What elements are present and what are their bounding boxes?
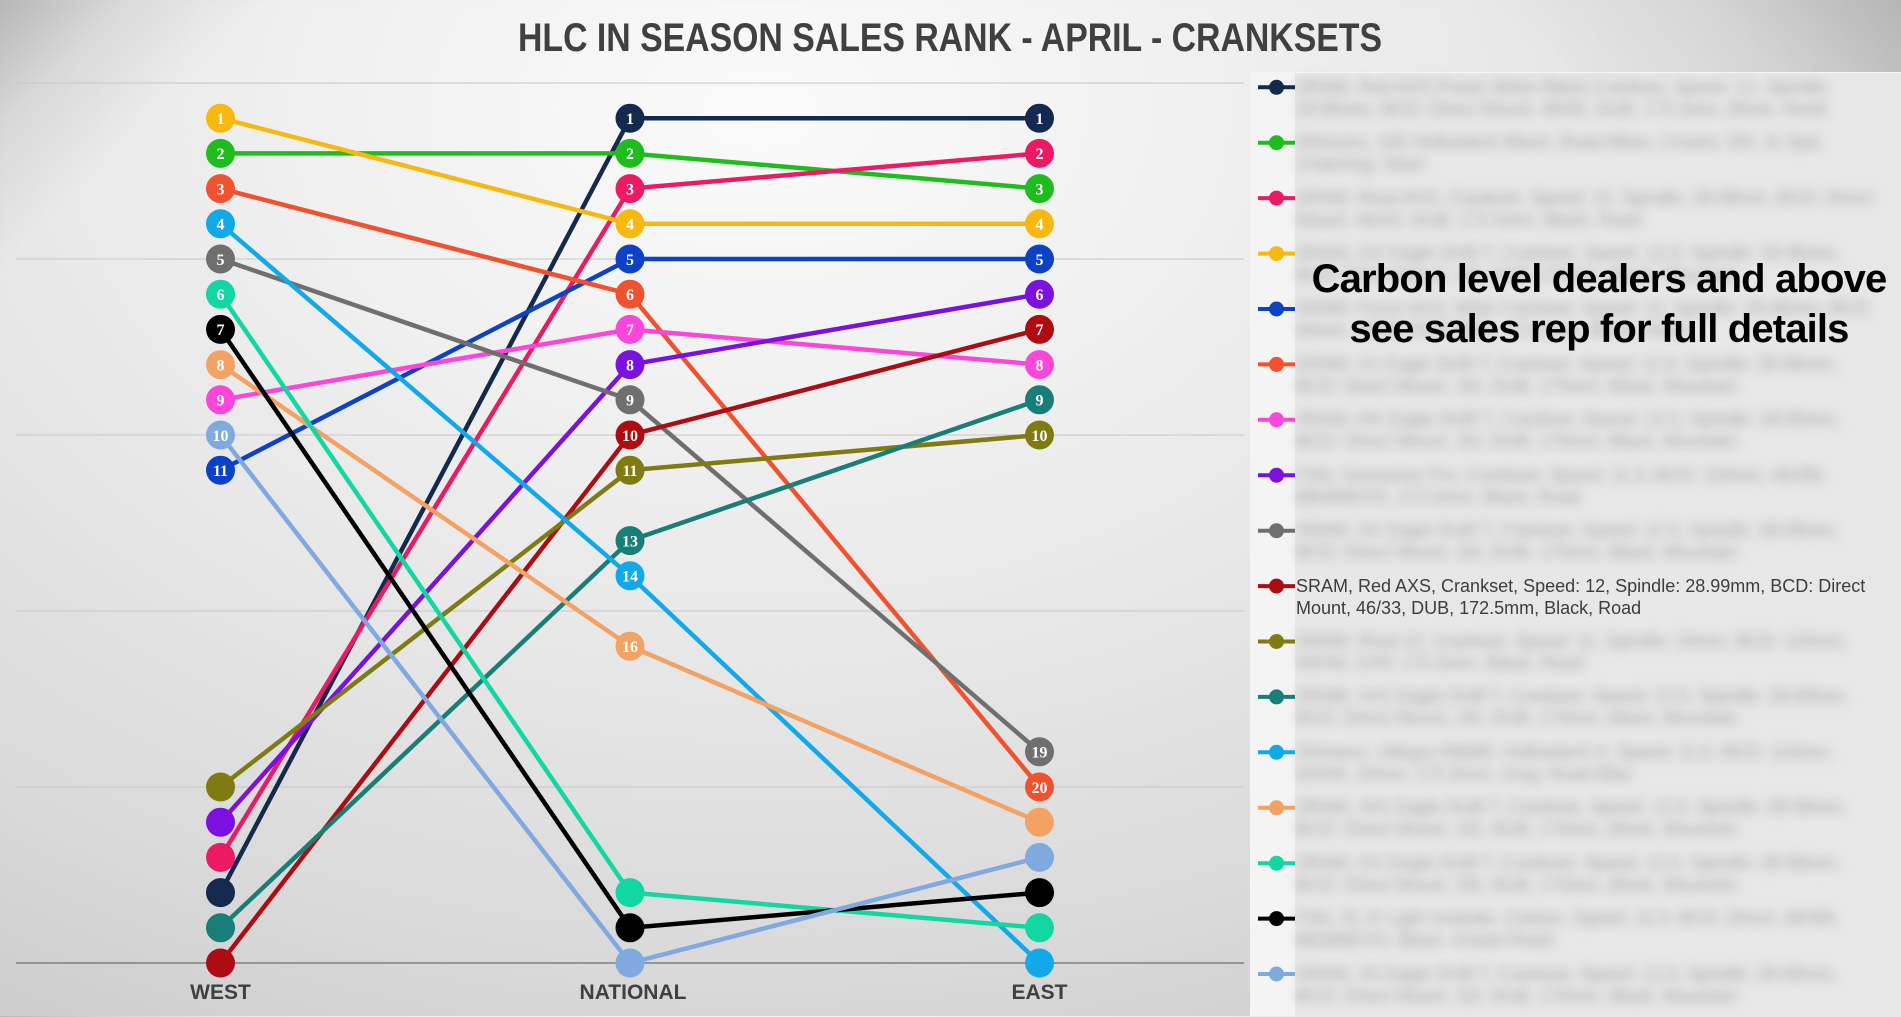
svg-text:8: 8 xyxy=(217,357,225,374)
svg-text:16: 16 xyxy=(622,639,638,656)
svg-text:3: 3 xyxy=(1036,181,1044,198)
svg-text:WEST: WEST xyxy=(190,981,251,1004)
svg-text:EAST: EAST xyxy=(1011,981,1067,1004)
svg-text:13: 13 xyxy=(622,533,638,550)
svg-text:1: 1 xyxy=(217,111,225,128)
svg-text:5: 5 xyxy=(1036,252,1044,269)
svg-text:10: 10 xyxy=(622,428,638,445)
svg-text:8: 8 xyxy=(626,357,634,374)
svg-text:5: 5 xyxy=(626,252,634,269)
svg-text:2: 2 xyxy=(626,146,634,163)
svg-text:4: 4 xyxy=(1036,217,1044,234)
svg-text:7: 7 xyxy=(217,322,225,339)
svg-text:2: 2 xyxy=(217,146,225,163)
svg-text:9: 9 xyxy=(217,393,225,410)
svg-text:9: 9 xyxy=(626,393,634,410)
svg-text:4: 4 xyxy=(626,217,634,234)
svg-text:10: 10 xyxy=(213,428,229,445)
svg-text:NATIONAL: NATIONAL xyxy=(580,981,687,1004)
svg-text:6: 6 xyxy=(1036,287,1044,304)
svg-text:7: 7 xyxy=(1036,322,1044,339)
svg-text:3: 3 xyxy=(217,181,225,198)
svg-text:1: 1 xyxy=(626,111,634,128)
svg-text:6: 6 xyxy=(217,287,225,304)
svg-text:1: 1 xyxy=(1036,111,1044,128)
svg-text:3: 3 xyxy=(626,181,634,198)
svg-text:HLC IN SEASON SALES RANK - APR: HLC IN SEASON SALES RANK - APRIL - CRANK… xyxy=(518,16,1382,60)
svg-text:5: 5 xyxy=(217,252,225,269)
svg-text:11: 11 xyxy=(213,463,228,480)
svg-text:19: 19 xyxy=(1032,745,1048,762)
svg-text:2: 2 xyxy=(1036,146,1044,163)
svg-text:7: 7 xyxy=(626,322,634,339)
svg-text:11: 11 xyxy=(622,463,637,480)
svg-text:14: 14 xyxy=(622,569,638,586)
svg-text:20: 20 xyxy=(1032,780,1048,797)
svg-text:10: 10 xyxy=(1032,428,1048,445)
svg-text:6: 6 xyxy=(626,287,634,304)
svg-text:8: 8 xyxy=(1036,357,1044,374)
svg-text:4: 4 xyxy=(217,217,225,234)
svg-text:9: 9 xyxy=(1036,393,1044,410)
